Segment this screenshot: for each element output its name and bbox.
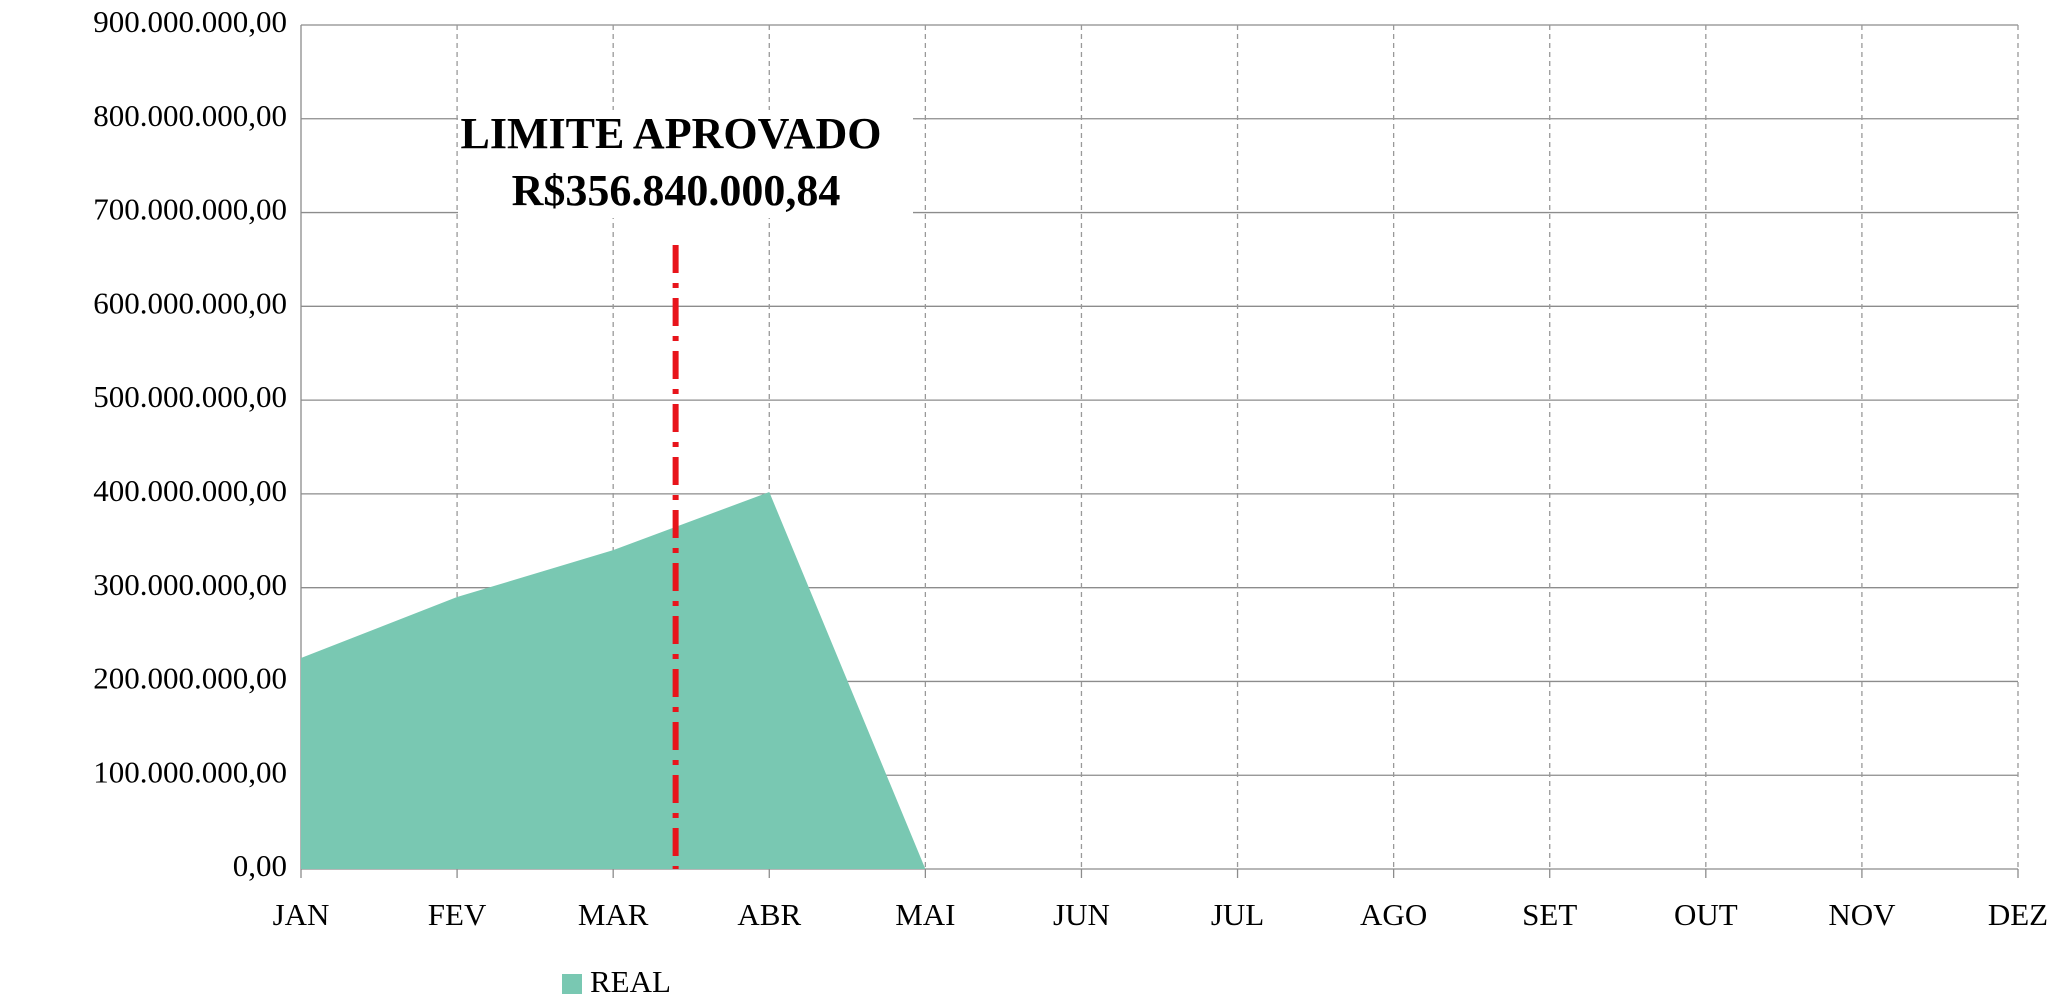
x-tick-label: AGO [1360,897,1427,932]
annotation-box [458,110,913,218]
x-tick-label: JUN [1053,897,1110,932]
legend-swatch [562,974,582,994]
x-tick-label: ABR [737,897,801,932]
y-tick-label: 300.000.000,00 [93,567,287,602]
legend-label: REAL [590,964,671,999]
y-tick-label: 700.000.000,00 [93,192,287,227]
y-tick-label: 400.000.000,00 [93,473,287,508]
y-tick-label: 600.000.000,00 [93,285,287,320]
y-tick-label: 200.000.000,00 [93,661,287,696]
marks [301,492,926,869]
y-tick-label: 0,00 [233,848,287,883]
x-tick-label: OUT [1674,897,1738,932]
x-tick-label: JUL [1211,897,1264,932]
y-tick-label: 100.000.000,00 [93,754,287,789]
x-tick-label: FEV [428,897,487,932]
x-tick-label: MAI [895,897,955,932]
y-tick-label: 800.000.000,00 [93,98,287,133]
labels: 0,00 100.000.000,00 200.000.000,00 300.000.… [93,4,2048,932]
x-tick-label: DEZ [1988,897,2048,932]
x-tick-label: MAR [578,897,649,932]
x-tick-label: SET [1522,897,1577,932]
annotation: R$356.840.000,84 [512,166,841,215]
x-tick-label: NOV [1828,897,1896,932]
y-tick-label: 500.000.000,00 [93,379,287,414]
area [301,492,926,869]
x-tick-label: JAN [273,897,330,932]
y-tick-label: 900.000.000,00 [93,4,287,39]
annotation: LIMITE APROVADO [461,109,882,158]
